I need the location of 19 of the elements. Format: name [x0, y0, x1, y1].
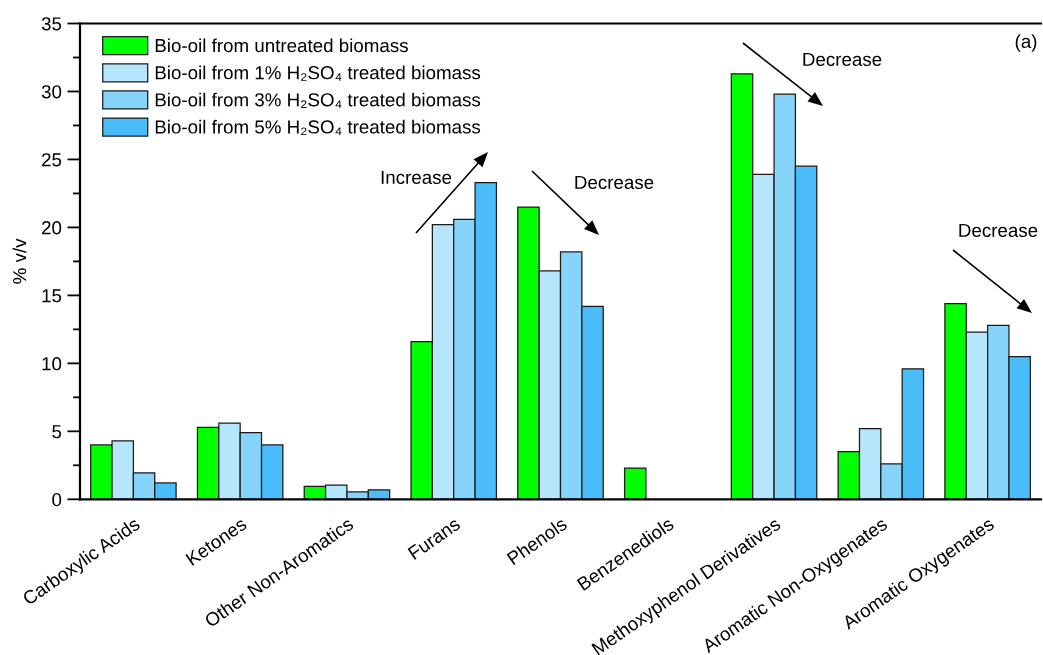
y-tick-label: 15	[42, 289, 62, 303]
legend-label: Bio-oil from 3% H₂SO₄ treated biomass	[155, 92, 481, 108]
y-axis-title: % v/v	[12, 238, 27, 284]
legend-label: Bio-oil from untreated biomass	[155, 38, 408, 53]
annotation: Decrease	[959, 223, 1038, 238]
y-tick-label: 10	[42, 357, 62, 371]
y-tick-label: 20	[42, 221, 62, 235]
bar	[623, 467, 647, 500]
y-tick-label: 35	[41, 17, 62, 31]
annotation: Increase	[381, 170, 452, 185]
annotation: Decrease	[575, 175, 654, 190]
y-tick-label: 0	[52, 493, 62, 507]
y-tick-label: 25	[42, 153, 62, 167]
legend-label: Bio-oil from 1% H₂SO₄ treated biomass	[155, 65, 481, 81]
annotation: Decrease	[803, 52, 882, 67]
legend-label: Bio-oil from 5% H₂SO₄ treated biomass	[155, 119, 481, 136]
y-tick-label: 30	[41, 85, 62, 99]
annotation: (a)	[1015, 34, 1037, 52]
y-tick-label: 5	[52, 425, 62, 439]
